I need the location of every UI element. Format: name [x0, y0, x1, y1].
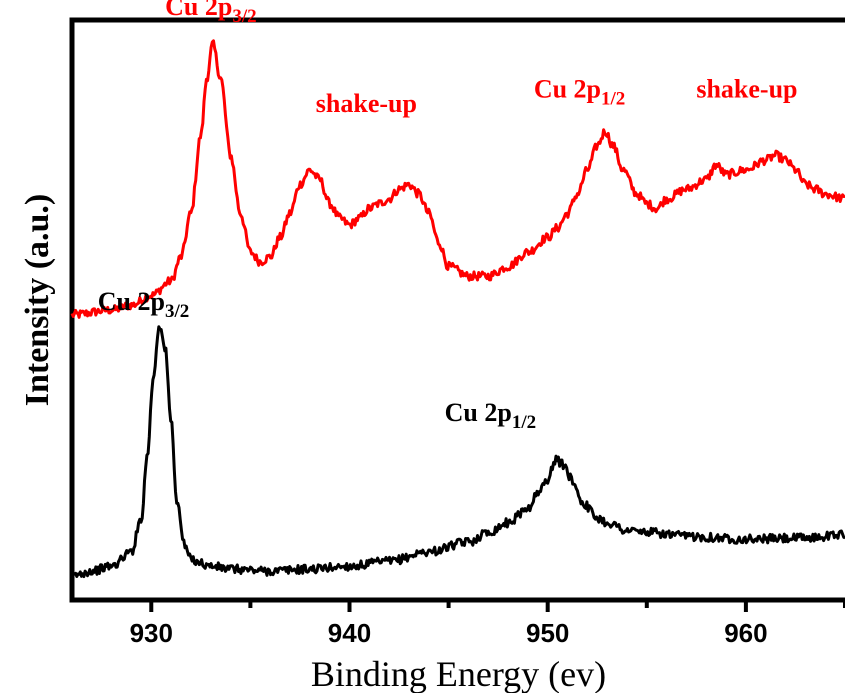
peak-annotation: Cu 2p3/2: [165, 0, 256, 27]
peak-annotation: Cu 2p1/2: [534, 74, 625, 109]
peak-annotation: shake-up: [696, 74, 797, 103]
peak-annotation: shake-up: [316, 89, 417, 118]
x-tick-label: 950: [526, 618, 569, 648]
plot-frame: [69, 17, 845, 603]
series-line-2: [70, 325, 845, 579]
x-axis-ticks: 930 940 950 960: [130, 600, 845, 648]
peak-annotations: Cu 2p3/2 shake-up Cu 2p1/2 shake-up Cu 2p3/2…: [98, 0, 798, 433]
annotation-subscript: 3/2: [165, 301, 189, 322]
series-line-1: [70, 39, 845, 319]
annotation-subscript: 1/2: [512, 412, 536, 433]
x-tick-label: 960: [724, 618, 767, 648]
series-layer: [70, 39, 845, 579]
y-axis-title: Intensity (a.u.): [19, 194, 56, 407]
peak-annotation: Cu 2p1/2: [445, 398, 536, 433]
x-tick-label: 940: [328, 618, 371, 648]
annotation-subscript: 3/2: [232, 6, 256, 27]
x-axis-title: Binding Energy (ev): [311, 654, 606, 693]
x-tick-label: 930: [130, 618, 173, 648]
annotation-subscript: 1/2: [601, 88, 625, 109]
plot-area: 930 940 950 960 Cu 2p3/2 shake-up Cu 2p1/2 sha…: [69, 0, 845, 648]
peak-annotation: Cu 2p3/2: [98, 287, 189, 322]
